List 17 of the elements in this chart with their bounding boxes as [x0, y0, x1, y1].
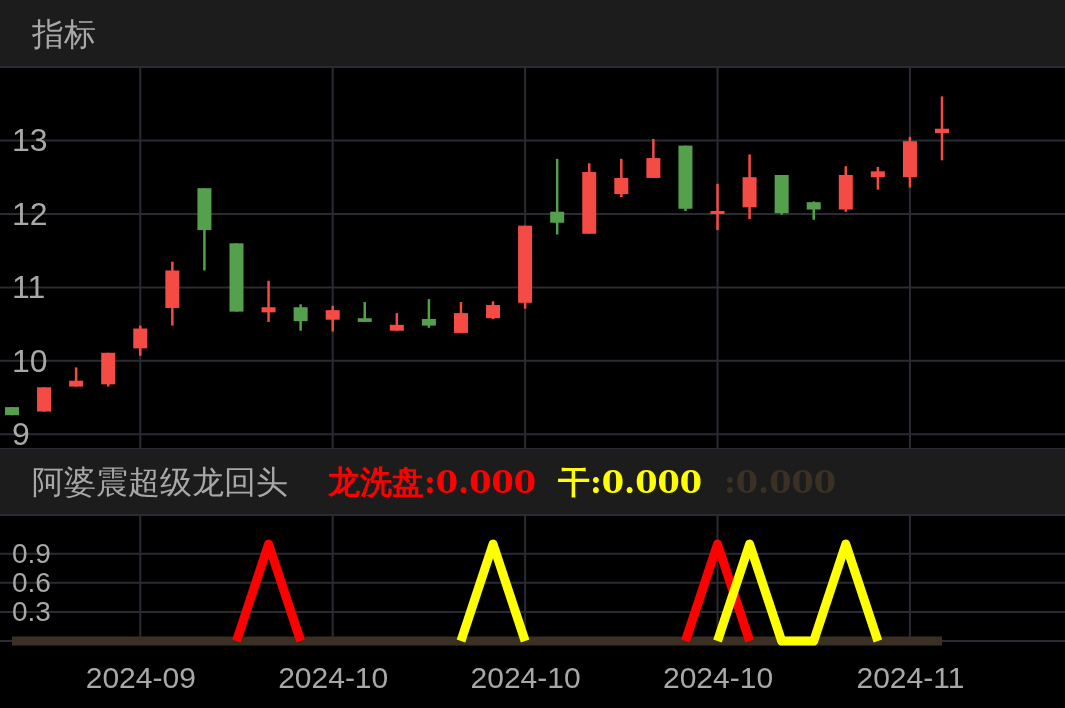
y-tick-label: 12 [12, 195, 48, 232]
x-tick-label: 2024-09 [85, 661, 196, 695]
x-tick-label: 2024-10 [470, 661, 581, 695]
y-tick-label: 11 [12, 269, 46, 306]
y-tick-label: 9 [12, 416, 30, 453]
x-tick-label: 2024-11 [856, 661, 965, 695]
chart-title: 阿婆震超级龙回头 [32, 463, 288, 501]
chart-title: 指标 [31, 14, 96, 53]
text: 干:0.000 [557, 463, 703, 501]
y-tick-label: 13 [12, 122, 48, 159]
y-tick-label: 0.6 [12, 567, 51, 599]
x-tick-label: 2024-10 [278, 661, 389, 695]
x-tick-label: 2024-10 [662, 661, 774, 695]
y-tick-label: 0.3 [12, 596, 51, 628]
text: 龙洗盘:0.000 [327, 463, 537, 501]
y-tick-label: 10 [12, 342, 48, 379]
y-tick-label: 0.9 [12, 538, 51, 570]
